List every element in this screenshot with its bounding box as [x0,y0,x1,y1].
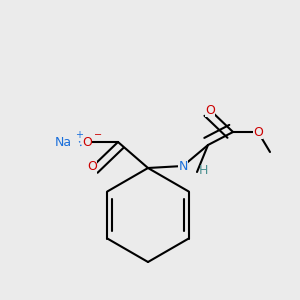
Text: N: N [178,160,188,172]
Text: +: + [75,130,83,140]
Text: O: O [205,103,215,116]
Text: O: O [87,160,97,173]
Text: H: H [198,164,208,176]
Text: O: O [253,125,263,139]
Text: O: O [82,136,92,148]
Text: −: − [94,130,102,140]
Text: Na: Na [54,136,72,148]
